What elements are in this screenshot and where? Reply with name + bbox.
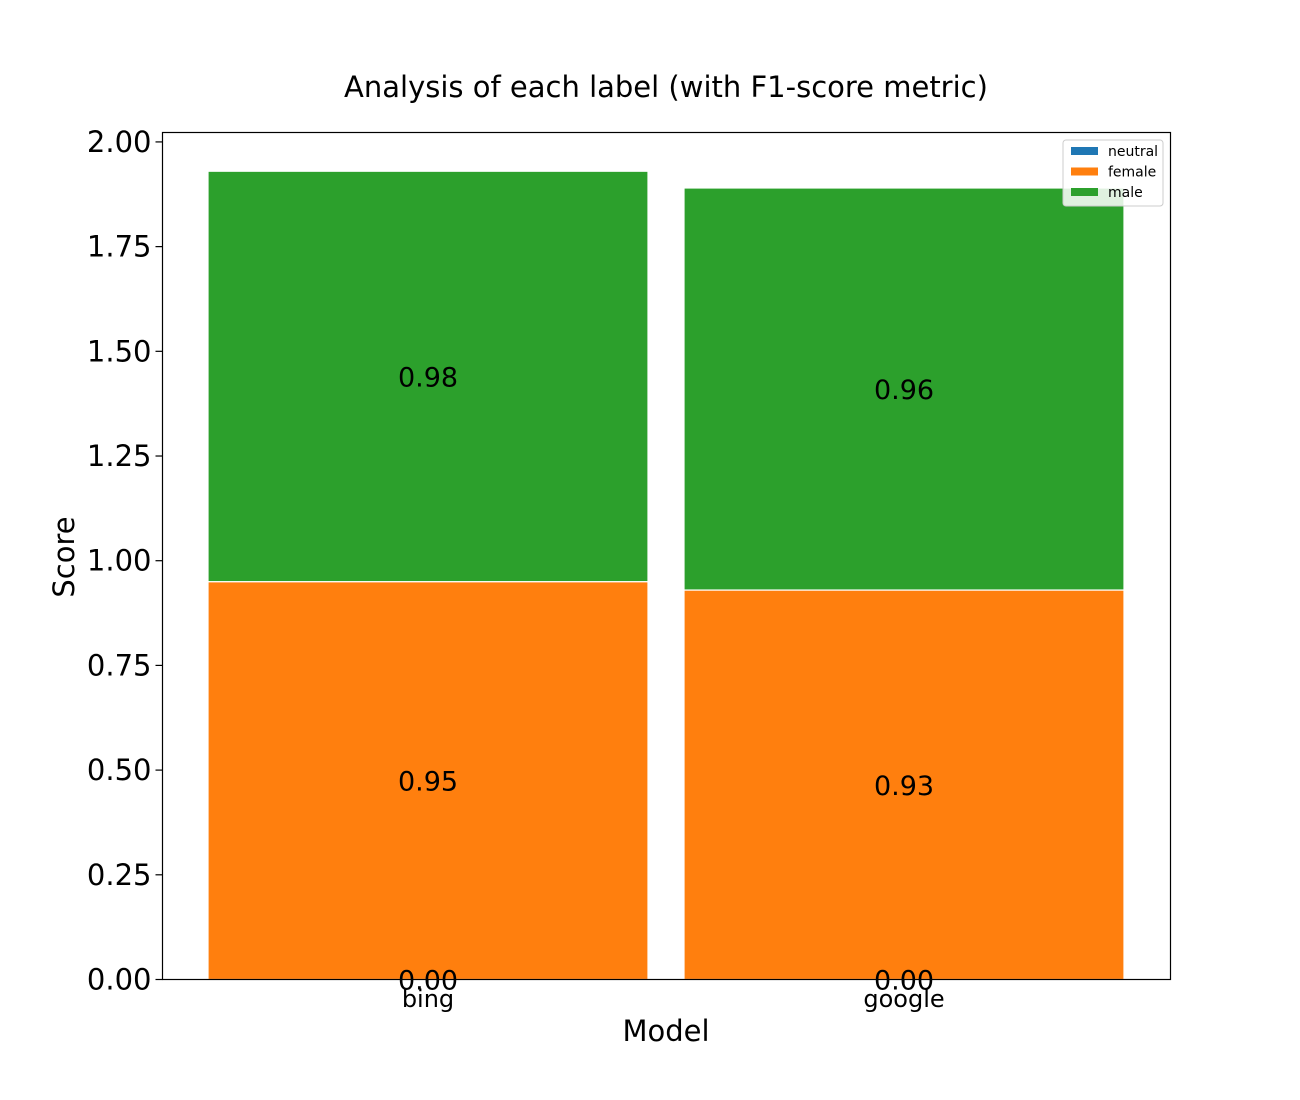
legend: neutral female male	[1062, 139, 1164, 207]
bar-label-google-male: 0.96	[874, 375, 934, 406]
y-tick-label: 0.25	[87, 858, 152, 892]
bar-google-male	[683, 187, 1125, 591]
y-tick-label: 1.75	[87, 230, 152, 264]
bar-label-bing-female: 0.95	[398, 767, 458, 798]
y-tick-label: 1.25	[87, 439, 152, 473]
y-tick-label: 0.50	[87, 753, 152, 787]
bar-label-google-female: 0.93	[874, 771, 934, 802]
bar-label-bing-male: 0.98	[398, 362, 458, 393]
x-tick-label-bing: bing	[402, 985, 454, 1013]
bar-bing-female	[207, 581, 649, 981]
y-tick-label: 1.00	[87, 544, 152, 578]
x-axis: bing google	[402, 979, 945, 1013]
y-tick-label: 0.00	[87, 963, 152, 997]
y-axis: 0.00 0.25 0.50 0.75 1.00 1.25 1.50 1.75 2.00	[87, 125, 163, 997]
bar-bing-male	[207, 170, 649, 583]
plot-area-frame	[161, 131, 1172, 981]
y-axis-label: Score	[47, 516, 81, 597]
y-tick-label: 1.50	[87, 334, 152, 368]
legend-swatch-neutral	[1071, 147, 1098, 155]
legend-label-neutral: neutral	[1108, 144, 1158, 160]
bars-group	[207, 170, 1125, 981]
legend-label-male: male	[1108, 185, 1143, 201]
y-tick-label: 2.00	[87, 125, 152, 159]
x-axis-label: Model	[622, 1014, 709, 1048]
y-tick-label: 0.75	[87, 648, 152, 682]
legend-label-female: female	[1108, 165, 1156, 181]
x-tick-label-google: google	[863, 985, 944, 1013]
legend-swatch-male	[1071, 188, 1098, 196]
legend-swatch-female	[1071, 167, 1098, 176]
bar-value-labels: 0.000.950.980.000.930.96	[398, 362, 934, 996]
chart-title: Analysis of each label (with F1-score me…	[344, 70, 988, 104]
